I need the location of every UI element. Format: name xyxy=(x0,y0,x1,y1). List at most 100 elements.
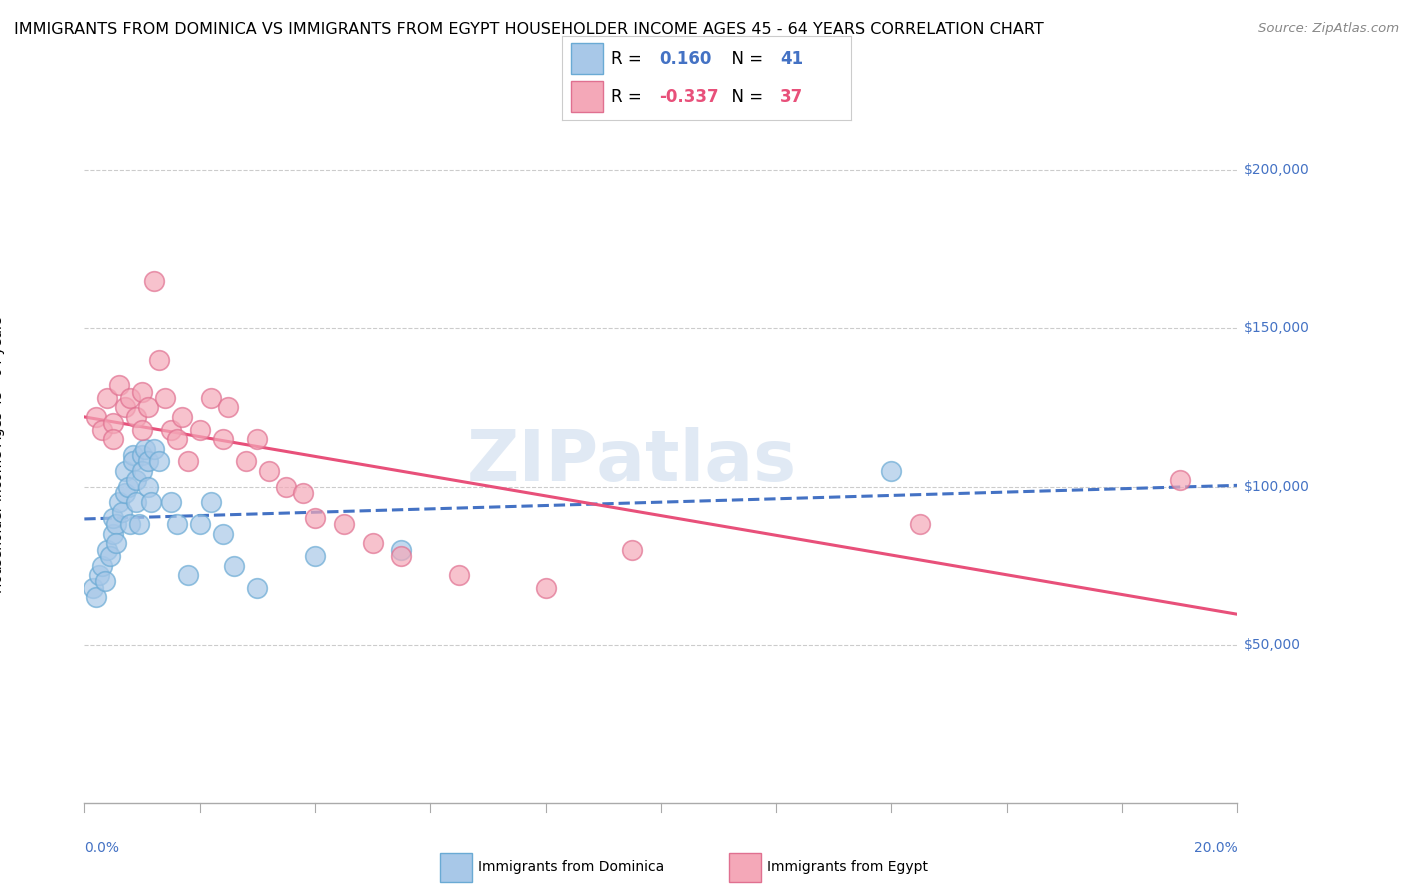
Point xyxy=(96,542,118,557)
Point xyxy=(621,542,644,557)
FancyBboxPatch shape xyxy=(571,44,603,74)
Text: 20.0%: 20.0% xyxy=(1194,841,1237,855)
Point xyxy=(200,391,222,405)
FancyBboxPatch shape xyxy=(571,81,603,112)
Point xyxy=(114,486,136,500)
Point xyxy=(447,568,470,582)
Text: N =: N = xyxy=(721,87,768,105)
Point xyxy=(120,517,142,532)
Point xyxy=(122,448,145,462)
Point xyxy=(125,473,148,487)
Point xyxy=(211,527,233,541)
Point xyxy=(160,423,183,437)
Point xyxy=(274,479,298,493)
Point xyxy=(131,423,153,437)
Point xyxy=(136,479,159,493)
Point xyxy=(125,409,148,424)
Point xyxy=(131,384,153,399)
Point xyxy=(246,432,269,446)
Point xyxy=(166,432,188,446)
Point xyxy=(153,391,176,405)
Point xyxy=(108,378,131,392)
Text: $50,000: $50,000 xyxy=(1244,638,1302,652)
Point xyxy=(128,517,150,532)
Point xyxy=(108,495,131,509)
Point xyxy=(224,558,246,573)
Point xyxy=(908,517,931,532)
Point xyxy=(134,442,156,456)
Point xyxy=(177,454,200,468)
Point xyxy=(246,581,269,595)
Point xyxy=(103,511,124,525)
Point xyxy=(304,511,326,525)
Point xyxy=(114,464,136,478)
Point xyxy=(211,432,233,446)
Point xyxy=(217,401,239,415)
Point xyxy=(389,542,413,557)
Text: R =: R = xyxy=(612,87,647,105)
Point xyxy=(120,391,142,405)
Point xyxy=(87,568,110,582)
Point xyxy=(84,409,107,424)
Point xyxy=(534,581,557,595)
Point xyxy=(160,495,183,509)
Point xyxy=(136,401,159,415)
Text: IMMIGRANTS FROM DOMINICA VS IMMIGRANTS FROM EGYPT HOUSEHOLDER INCOME AGES 45 - 6: IMMIGRANTS FROM DOMINICA VS IMMIGRANTS F… xyxy=(14,22,1043,37)
Point xyxy=(136,454,159,468)
Text: N =: N = xyxy=(721,50,768,68)
Text: $200,000: $200,000 xyxy=(1244,163,1310,178)
Text: ZIPatlas: ZIPatlas xyxy=(467,426,797,496)
Text: $100,000: $100,000 xyxy=(1244,480,1310,493)
Point xyxy=(188,517,211,532)
Point xyxy=(304,549,326,563)
Point xyxy=(880,464,903,478)
Text: 37: 37 xyxy=(780,87,803,105)
Point xyxy=(172,409,194,424)
Point xyxy=(90,423,112,437)
Point xyxy=(103,417,124,431)
Point xyxy=(117,479,139,493)
Point xyxy=(96,391,118,405)
Text: Source: ZipAtlas.com: Source: ZipAtlas.com xyxy=(1258,22,1399,36)
Point xyxy=(1168,473,1191,487)
Point xyxy=(114,401,136,415)
Point xyxy=(148,454,170,468)
Point xyxy=(257,464,280,478)
Point xyxy=(389,549,413,563)
Point xyxy=(103,432,124,446)
Point xyxy=(139,495,162,509)
Text: 0.160: 0.160 xyxy=(659,50,711,68)
Text: Immigrants from Egypt: Immigrants from Egypt xyxy=(768,861,928,874)
Text: -0.337: -0.337 xyxy=(659,87,718,105)
Point xyxy=(177,568,200,582)
Point xyxy=(90,558,112,573)
Point xyxy=(103,527,124,541)
Point xyxy=(82,581,104,595)
Text: R =: R = xyxy=(612,50,647,68)
Point xyxy=(131,464,153,478)
Point xyxy=(105,536,128,550)
Point xyxy=(292,486,315,500)
Point xyxy=(125,495,148,509)
Point xyxy=(166,517,188,532)
FancyBboxPatch shape xyxy=(440,854,472,881)
Point xyxy=(332,517,354,532)
FancyBboxPatch shape xyxy=(728,854,762,881)
Point xyxy=(98,549,121,563)
Point xyxy=(105,517,128,532)
Point xyxy=(131,448,153,462)
Point xyxy=(148,353,170,368)
Point xyxy=(200,495,222,509)
Text: Immigrants from Dominica: Immigrants from Dominica xyxy=(478,861,664,874)
Point xyxy=(111,505,134,519)
Text: Householder Income Ages 45 - 64 years: Householder Income Ages 45 - 64 years xyxy=(0,317,4,593)
Text: 41: 41 xyxy=(780,50,803,68)
Point xyxy=(188,423,211,437)
Text: $150,000: $150,000 xyxy=(1244,321,1310,335)
Point xyxy=(93,574,115,589)
Point xyxy=(235,454,257,468)
Point xyxy=(122,454,145,468)
Text: 0.0%: 0.0% xyxy=(84,841,120,855)
Point xyxy=(84,591,107,605)
Point xyxy=(142,442,165,456)
